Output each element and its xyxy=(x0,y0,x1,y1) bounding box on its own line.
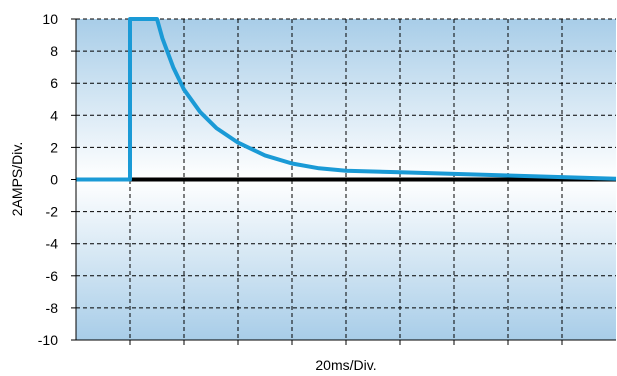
y-tick-label: -8 xyxy=(46,300,59,316)
y-tick-label: 2 xyxy=(50,139,58,155)
y-tick-label: 0 xyxy=(50,172,58,188)
x-axis-title: 20ms/Div. xyxy=(315,357,376,373)
axes xyxy=(71,18,616,345)
y-tick-label: 4 xyxy=(50,107,58,123)
y-tick-labels: 10 8 6 4 2 0 -2 -4 -6 -8 -10 xyxy=(38,11,58,348)
y-tick-label: 6 xyxy=(50,75,58,91)
y-tick-label: 10 xyxy=(42,11,58,27)
y-tick-label: -10 xyxy=(38,332,58,348)
grid xyxy=(76,18,616,340)
series-layer xyxy=(76,17,617,182)
y-tick-label: -4 xyxy=(46,236,59,252)
y-tick-label: -6 xyxy=(46,268,59,284)
series-line xyxy=(76,17,617,182)
y-tick-label: -2 xyxy=(46,204,59,220)
y-tick-label: 8 xyxy=(50,43,58,59)
y-axis-title: 2AMPS/Div. xyxy=(9,142,25,216)
